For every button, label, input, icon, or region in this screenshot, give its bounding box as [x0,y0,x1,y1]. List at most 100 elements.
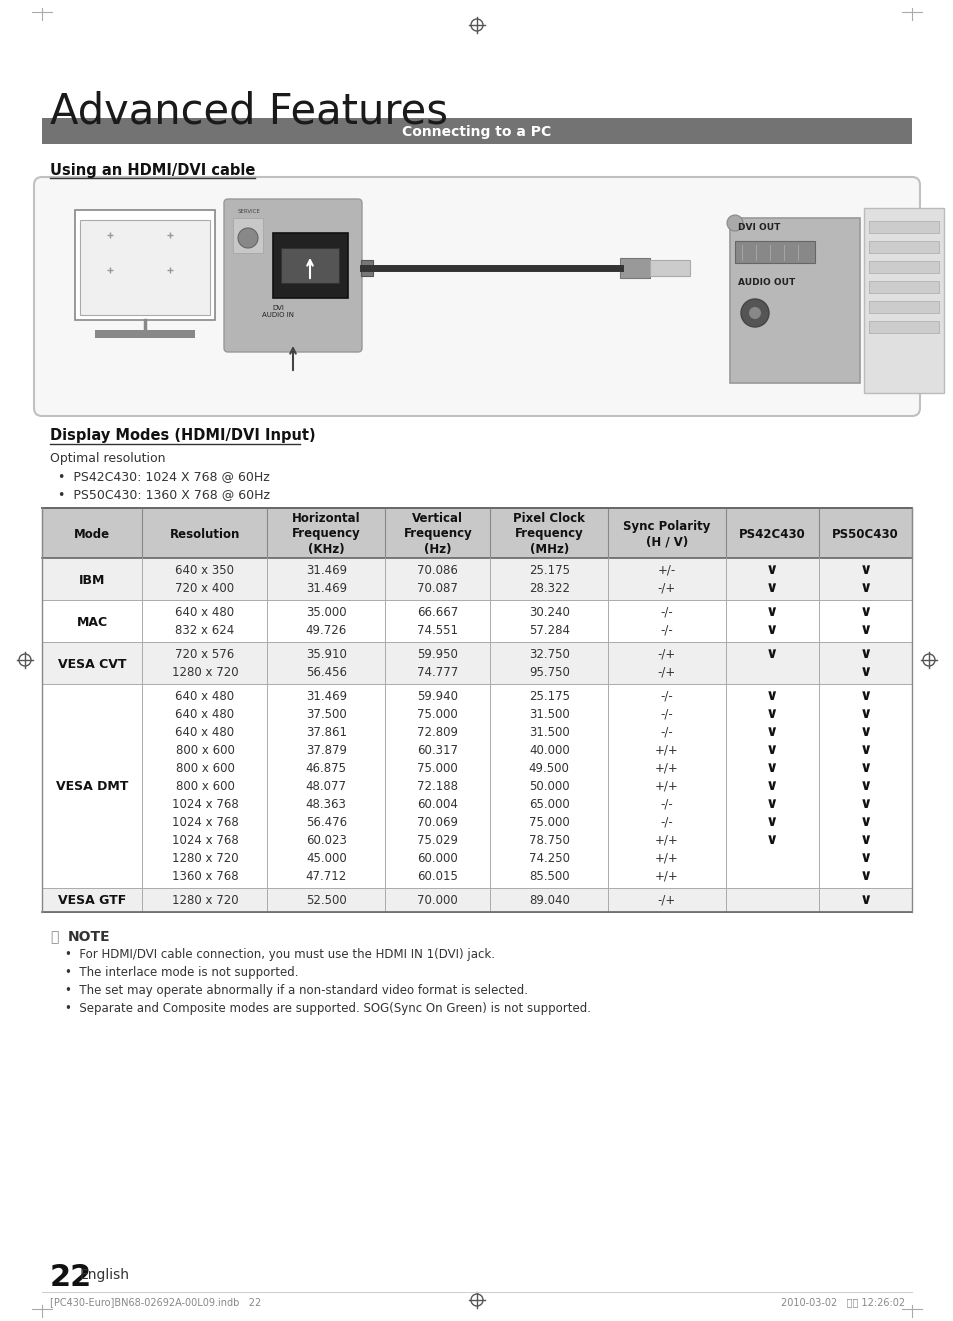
Text: 48.077: 48.077 [306,779,347,793]
Text: 47.712: 47.712 [305,869,347,882]
Text: 65.000: 65.000 [528,798,569,811]
Text: Vertical
Frequency
(Hz): Vertical Frequency (Hz) [403,513,472,556]
Text: 60.015: 60.015 [416,869,457,882]
Text: ∨: ∨ [765,724,778,740]
Text: ∨: ∨ [859,851,871,865]
Text: ∨: ∨ [765,622,778,638]
Bar [863,207,943,394]
Text: +/+: +/+ [655,852,679,864]
Bar [75,210,214,320]
Text: 832 x 624: 832 x 624 [175,624,234,637]
Text: -/+: -/+ [658,893,676,906]
Text: 800 x 600: 800 x 600 [175,761,234,774]
Text: 1024 x 768: 1024 x 768 [172,798,238,811]
Text: ∨: ∨ [765,761,778,775]
Text: PS42C430: PS42C430 [739,527,805,540]
Text: 1360 x 768: 1360 x 768 [172,869,238,882]
Text: DVI OUT: DVI OUT [738,223,780,232]
FancyBboxPatch shape [34,177,919,416]
Text: ∨: ∨ [859,868,871,884]
Text: AUDIO OUT: AUDIO OUT [738,277,795,287]
Text: +/-: +/- [658,564,676,576]
Bar [273,232,348,299]
Text: 37.500: 37.500 [306,708,346,720]
Bar [649,260,689,276]
Text: 25.175: 25.175 [528,564,569,576]
Text: VESA CVT: VESA CVT [58,658,127,671]
Text: NOTE: NOTE [68,930,111,945]
Text: 49.726: 49.726 [305,624,347,637]
Text: ∨: ∨ [765,580,778,596]
Text: ∨: ∨ [765,815,778,830]
Text: 70.086: 70.086 [416,564,457,576]
Text: ∨: ∨ [859,688,871,704]
Text: 22: 22 [50,1263,92,1292]
Bar [42,642,911,684]
Bar [95,330,194,338]
Text: 720 x 576: 720 x 576 [175,647,234,660]
Bar [868,221,938,232]
Text: Pixel Clock
Frequency
(MHz): Pixel Clock Frequency (MHz) [513,513,584,556]
Text: 1024 x 768: 1024 x 768 [172,815,238,828]
Bar [868,240,938,254]
Bar [868,301,938,313]
Text: •  For HDMI/DVI cable connection, you must use the HDMI IN 1(DVI) jack.: • For HDMI/DVI cable connection, you mus… [65,948,495,960]
Text: ∨: ∨ [765,832,778,848]
Text: 66.667: 66.667 [416,605,458,618]
Text: 720 x 400: 720 x 400 [175,581,234,594]
Text: 800 x 600: 800 x 600 [175,744,234,757]
Text: 640 x 480: 640 x 480 [175,725,234,738]
Text: 56.456: 56.456 [306,666,347,679]
Text: 59.950: 59.950 [416,647,457,660]
Text: ∨: ∨ [859,761,871,775]
Bar [868,321,938,333]
Text: ∨: ∨ [859,797,871,811]
Bar [42,888,911,911]
Text: 57.284: 57.284 [528,624,569,637]
Text: 2010-03-02   오전 12:26:02: 2010-03-02 오전 12:26:02 [781,1297,904,1306]
Text: Advanced Features: Advanced Features [50,90,448,132]
Bar [42,600,911,642]
Text: VESA GTF: VESA GTF [58,894,126,908]
Text: +/+: +/+ [655,761,679,774]
Text: 31.500: 31.500 [528,725,569,738]
Text: 28.322: 28.322 [528,581,569,594]
Text: ∨: ∨ [765,646,778,662]
Bar [42,557,911,600]
Text: 46.875: 46.875 [306,761,347,774]
Text: 35.910: 35.910 [306,647,346,660]
Text: 59.940: 59.940 [416,690,457,703]
Text: ∨: ∨ [765,778,778,794]
Bar [80,221,210,314]
Text: ∨: ∨ [765,605,778,620]
Text: 70.087: 70.087 [416,581,457,594]
Text: Optimal resolution: Optimal resolution [50,452,165,465]
Text: ∨: ∨ [859,815,871,830]
Text: 70.069: 70.069 [416,815,457,828]
Circle shape [740,299,768,328]
Text: 60.004: 60.004 [416,798,457,811]
Text: Display Modes (HDMI/DVI Input): Display Modes (HDMI/DVI Input) [50,428,315,443]
Text: ∨: ∨ [859,580,871,596]
Text: Mode: Mode [74,527,111,540]
Text: 📝: 📝 [50,930,58,945]
Text: -/-: -/- [659,798,673,811]
Text: +/+: +/+ [655,869,679,882]
Text: 75.000: 75.000 [417,708,457,720]
Text: 50.000: 50.000 [528,779,569,793]
Text: Sync Polarity
(H / V): Sync Polarity (H / V) [622,519,710,548]
Text: Using an HDMI/DVI cable: Using an HDMI/DVI cable [50,162,255,178]
Bar [360,260,373,276]
Text: ∨: ∨ [859,724,871,740]
Text: 74.777: 74.777 [416,666,458,679]
Text: ∨: ∨ [859,664,871,679]
Text: -/-: -/- [659,708,673,720]
Text: 89.040: 89.040 [528,893,569,906]
Bar [42,118,911,144]
Text: ∨: ∨ [859,646,871,662]
Text: •  PS50C430: 1360 X 768 @ 60Hz: • PS50C430: 1360 X 768 @ 60Hz [58,487,270,501]
Text: MAC: MAC [76,616,108,629]
Text: 32.750: 32.750 [528,647,569,660]
Text: 52.500: 52.500 [306,893,346,906]
Text: -/-: -/- [659,725,673,738]
